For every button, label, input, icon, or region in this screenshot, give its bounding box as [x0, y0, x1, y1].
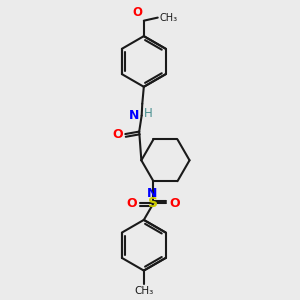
Text: O: O: [132, 6, 142, 19]
Text: S: S: [148, 196, 158, 210]
Text: O: O: [127, 197, 137, 210]
Text: O: O: [169, 197, 180, 210]
Text: N: N: [129, 109, 139, 122]
Text: O: O: [112, 128, 123, 140]
Text: CH₃: CH₃: [134, 286, 153, 296]
Text: CH₃: CH₃: [159, 13, 177, 22]
Text: H: H: [144, 107, 153, 121]
Text: N: N: [147, 187, 157, 200]
